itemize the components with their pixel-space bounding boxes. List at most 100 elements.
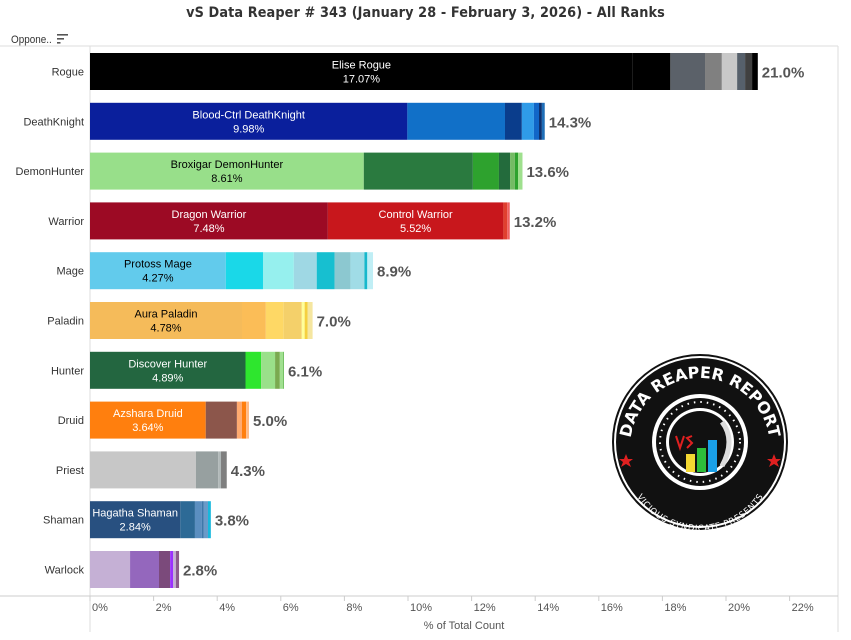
bar-segment: [307, 302, 313, 339]
bar-segment: [364, 252, 368, 290]
category-label-priest: Priest: [56, 465, 84, 477]
category-label-warlock: Warlock: [45, 565, 85, 577]
bar-segment: [221, 451, 227, 489]
bar-segment: [205, 401, 237, 439]
bar-segment: [752, 53, 758, 90]
bar-total-label: 8.9%: [377, 264, 411, 281]
x-tick-label: 16%: [601, 602, 623, 614]
bar-segment: [90, 202, 328, 240]
segment-label: Discover Hunter: [128, 358, 207, 370]
segment-label: Azshara Druid: [113, 408, 183, 420]
sort-icon[interactable]: [57, 34, 69, 44]
bar-segment: [367, 252, 374, 290]
bar-segment: [265, 302, 284, 339]
bar-total-label: 2.8%: [183, 563, 217, 580]
bar-segment: [632, 53, 671, 90]
bar-segment: [242, 302, 266, 339]
bar-total-label: 7.0%: [317, 314, 351, 331]
bar-segment: [90, 152, 364, 190]
column-header[interactable]: Oppone..: [11, 34, 52, 46]
x-tick-label: 0%: [92, 602, 108, 614]
category-label-rogue: Rogue: [52, 67, 84, 79]
bar-segment: [504, 102, 522, 140]
bar-segment: [283, 302, 302, 339]
bar-segment: [705, 53, 722, 90]
category-label-druid: Druid: [58, 415, 84, 427]
bar-segment: [159, 551, 171, 588]
x-tick-label: 4%: [219, 602, 235, 614]
bar-segment: [510, 152, 515, 190]
bar-segment: [90, 102, 408, 140]
category-label-paladin: Paladin: [47, 316, 84, 328]
category-label-demonhunter: DemonHunter: [16, 166, 85, 178]
segment-label: Elise Rogue: [332, 60, 391, 72]
bar-segment: [90, 451, 196, 489]
bar-segment: [498, 152, 511, 190]
bar-segment: [245, 351, 262, 389]
bar-segment: [507, 202, 510, 240]
bar-segment: [236, 401, 243, 439]
category-label-hunter: Hunter: [51, 365, 84, 377]
segment-label: Hagatha Shaman: [92, 508, 178, 520]
bar-total-label: 6.1%: [288, 363, 322, 380]
data-reaper-logo: DATA REAPER REPORT VICIOUS SYNDICATE PRE…: [612, 354, 788, 530]
bar-segment: [90, 401, 206, 439]
bar-total-label: 21.0%: [762, 65, 805, 82]
bar-segment: [90, 351, 246, 389]
bar-segment: [90, 501, 181, 539]
bar-segment: [203, 501, 208, 539]
bar-segment: [539, 102, 542, 140]
bar-segment: [261, 351, 276, 389]
category-label-mage: Mage: [56, 266, 84, 278]
segment-value: 3.64%: [132, 422, 163, 434]
bar-segment: [472, 152, 499, 190]
bar-segment: [90, 252, 226, 290]
bar-segment: [262, 252, 294, 290]
bar-segment: [201, 501, 204, 539]
bar-segment: [363, 152, 473, 190]
x-tick-label: 20%: [728, 602, 750, 614]
bar-segment: [172, 551, 176, 588]
bar-total-label: 5.0%: [253, 413, 287, 430]
bar-segment: [407, 102, 505, 140]
category-label-warrior: Warrior: [48, 216, 84, 228]
bar-segment: [195, 451, 219, 489]
bar-segment: [316, 252, 335, 290]
bar-segment: [180, 501, 195, 539]
bar-segment: [279, 351, 284, 389]
bar-segment: [90, 53, 633, 90]
bar-segment: [721, 53, 738, 90]
bar-segment: [275, 351, 280, 389]
bar-segment: [503, 202, 508, 240]
bar-segment: [293, 252, 317, 290]
bar-total-label: 14.3%: [549, 114, 592, 131]
bar-segment: [518, 152, 523, 190]
chart-title: vS Data Reaper # 343 (January 28 - Febru…: [186, 5, 665, 21]
bar-segment: [334, 252, 351, 290]
segment-value: 2.84%: [120, 522, 151, 534]
segment-value: 17.07%: [343, 74, 381, 86]
segment-label: Broxigar DemonHunter: [171, 159, 284, 171]
bar-segment: [225, 252, 263, 290]
bar-segment: [514, 152, 519, 190]
category-label-deathknight: DeathKnight: [23, 116, 84, 128]
segment-value: 4.89%: [152, 372, 183, 384]
bar-total-label: 13.2%: [514, 214, 557, 231]
x-axis-title: % of Total Count: [424, 620, 505, 632]
segment-value: 7.48%: [193, 223, 224, 235]
segment-value: 5.52%: [400, 223, 431, 235]
bar-segment: [304, 302, 308, 339]
bar-segment: [301, 302, 305, 339]
bar-segment: [327, 202, 504, 240]
bar-segment: [283, 351, 284, 389]
segment-value: 4.27%: [142, 273, 173, 285]
segment-label: Dragon Warrior: [172, 209, 247, 221]
segment-value: 8.61%: [211, 173, 242, 185]
bar-segment: [130, 551, 160, 588]
x-tick-label: 22%: [792, 602, 814, 614]
bar-segment: [670, 53, 706, 90]
segment-value: 4.78%: [150, 323, 181, 335]
bar-segment: [90, 302, 243, 339]
